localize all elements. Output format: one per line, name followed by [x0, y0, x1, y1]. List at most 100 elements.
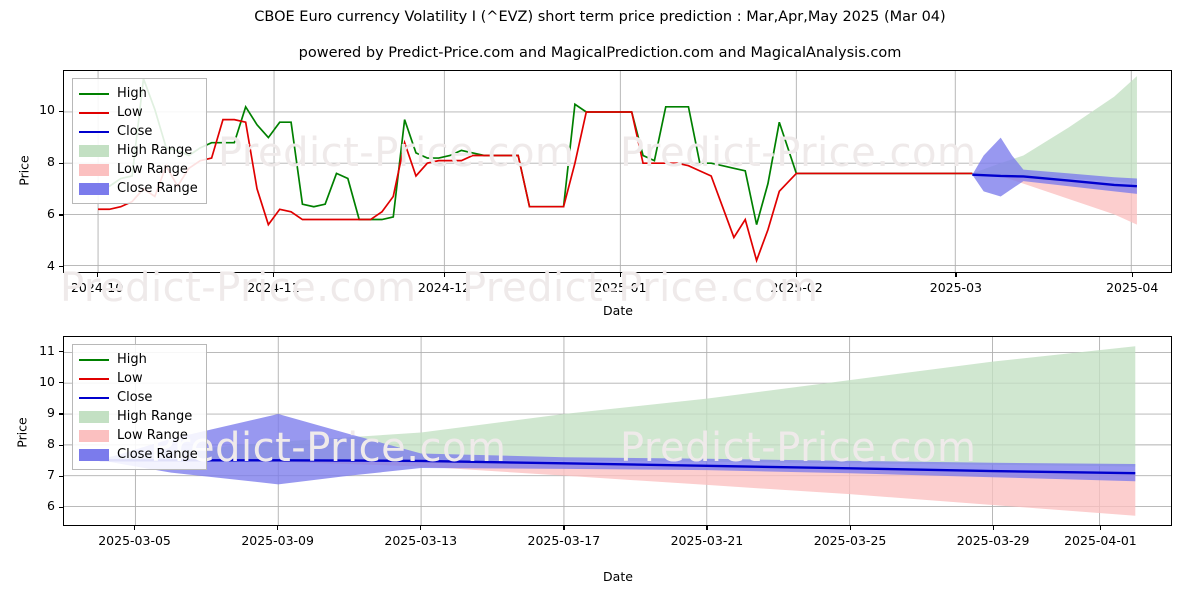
- x-tick-label: 2025-03-21: [670, 533, 744, 548]
- x-tick-mark: [1131, 273, 1133, 277]
- y-tick-label: 6: [47, 498, 55, 514]
- y-tick-mark: [59, 506, 63, 508]
- x-tick-mark: [619, 273, 622, 277]
- x-tick-mark: [1099, 526, 1102, 530]
- x-tick-label: 2025-02: [770, 280, 823, 295]
- y-tick-label: 9: [47, 404, 55, 420]
- legend-swatch-low-range-icon: [79, 429, 109, 442]
- legend-item-high: High: [79, 84, 198, 103]
- x-tick-label: 2024-12: [417, 280, 471, 295]
- x-tick-label: 2025-03-25: [813, 533, 887, 548]
- legend-swatch-high-icon: [79, 88, 109, 99]
- x-tick-label: 2024-11: [247, 280, 300, 295]
- y-tick-mark: [59, 382, 63, 384]
- legend-item-close-range: Close Range: [79, 445, 198, 464]
- legend-swatch-high-range-icon: [79, 144, 109, 157]
- x-tick-mark: [277, 526, 279, 530]
- legend-swatch-close-icon: [79, 126, 109, 137]
- legend-swatch-low-icon: [79, 107, 109, 118]
- legend-item-high: High: [79, 350, 198, 369]
- legend-swatch-high-icon: [79, 354, 109, 365]
- legend-swatch-low-icon: [79, 373, 109, 384]
- x-tick-label: 2025-01: [594, 280, 647, 295]
- legend-label: High Range: [117, 143, 193, 158]
- y-tick-label: 10: [39, 373, 55, 389]
- overview-legend: High Low Close High Range Low Range Close Ran…: [72, 78, 207, 204]
- range-band-low-range: [99, 460, 1136, 516]
- x-tick-label: 2025-03-13: [384, 533, 458, 548]
- y-tick-mark: [59, 266, 63, 268]
- legend-label: Close: [117, 124, 153, 139]
- legend-swatch-close-icon: [79, 392, 109, 403]
- y-tick-mark: [59, 214, 63, 216]
- overview-series-lines: [98, 78, 1138, 264]
- legend-item-high-range: High Range: [79, 407, 198, 426]
- legend-swatch-low-range-icon: [79, 163, 109, 176]
- x-tick-mark: [272, 273, 275, 277]
- series-line-close: [972, 173, 1138, 188]
- overview-range-bands: [972, 76, 1137, 225]
- series-line-high: [98, 78, 973, 225]
- x-tick-mark: [134, 526, 136, 530]
- y-tick-label: 7: [47, 467, 55, 483]
- series-line-low: [98, 111, 973, 264]
- y-tick-mark: [59, 110, 63, 113]
- legend-item-low: Low: [79, 369, 198, 388]
- y-tick-label: 6: [47, 205, 55, 221]
- y-tick-label: 10: [39, 102, 55, 118]
- overview-x-axis-label: Date: [603, 303, 633, 318]
- legend-item-low-range: Low Range: [79, 160, 198, 179]
- legend-item-close-range: Close Range: [79, 179, 198, 198]
- x-tick-label: 2025-03: [929, 280, 982, 295]
- x-tick-label: 2025-04: [1106, 280, 1159, 295]
- y-tick-mark: [59, 351, 63, 353]
- legend-label: High: [117, 86, 147, 101]
- overview-y-axis-label: Price: [16, 155, 32, 186]
- legend-label: High Range: [117, 409, 193, 424]
- y-tick-label: 8: [47, 436, 55, 452]
- x-tick-label: 2024-10: [70, 280, 124, 295]
- legend-swatch-close-range-icon: [79, 182, 109, 195]
- page-title: CBOE Euro currency Volatility I (^EVZ) s…: [254, 9, 946, 25]
- detail-series-lines: [99, 459, 1136, 475]
- x-tick-label: 2025-03-05: [98, 533, 171, 548]
- detail-x-axis-label: Date: [603, 569, 633, 584]
- legend-item-close: Close: [79, 388, 198, 407]
- x-tick-mark: [563, 526, 565, 530]
- x-tick-mark: [443, 273, 445, 277]
- legend-item-close: Close: [79, 122, 198, 141]
- legend-label: Close Range: [117, 447, 198, 462]
- x-tick-mark: [849, 526, 851, 530]
- y-tick-label: 11: [39, 342, 55, 358]
- detail-plot-area: [63, 336, 1172, 526]
- legend-swatch-high-range-icon: [79, 410, 109, 423]
- y-tick-mark: [59, 413, 63, 415]
- x-tick-mark: [96, 273, 98, 277]
- range-band-close-range: [99, 414, 1136, 485]
- range-band-high-range: [972, 76, 1137, 184]
- overview-plot-area: [63, 70, 1172, 273]
- page-subtitle: powered by Predict-Price.com and Magical…: [298, 45, 902, 61]
- overview-canvas: [64, 71, 1171, 272]
- legend-swatch-close-range-icon: [79, 448, 109, 461]
- x-tick-mark: [706, 526, 708, 530]
- x-tick-label: 2025-04-01: [1064, 533, 1137, 548]
- legend-item-low: Low: [79, 103, 198, 122]
- y-tick-label: 4: [47, 257, 55, 273]
- y-tick-mark: [59, 444, 63, 446]
- legend-label: Low Range: [117, 162, 188, 177]
- detail-legend: High Low Close High Range Low Range Close Ran…: [72, 344, 207, 470]
- x-tick-label: 2025-03-09: [241, 533, 314, 548]
- range-band-high-range: [99, 346, 1136, 467]
- legend-label: Low: [117, 105, 143, 120]
- y-tick-label: 8: [47, 154, 55, 170]
- series-line-close: [99, 459, 1136, 475]
- legend-label: High: [117, 352, 147, 367]
- legend-label: Low: [117, 371, 143, 386]
- x-tick-mark: [992, 526, 994, 530]
- x-tick-mark: [420, 526, 422, 530]
- detail-range-bands: [99, 346, 1136, 516]
- legend-item-high-range: High Range: [79, 141, 198, 160]
- x-tick-label: 2025-03-17: [527, 533, 601, 548]
- y-tick-mark: [59, 162, 63, 164]
